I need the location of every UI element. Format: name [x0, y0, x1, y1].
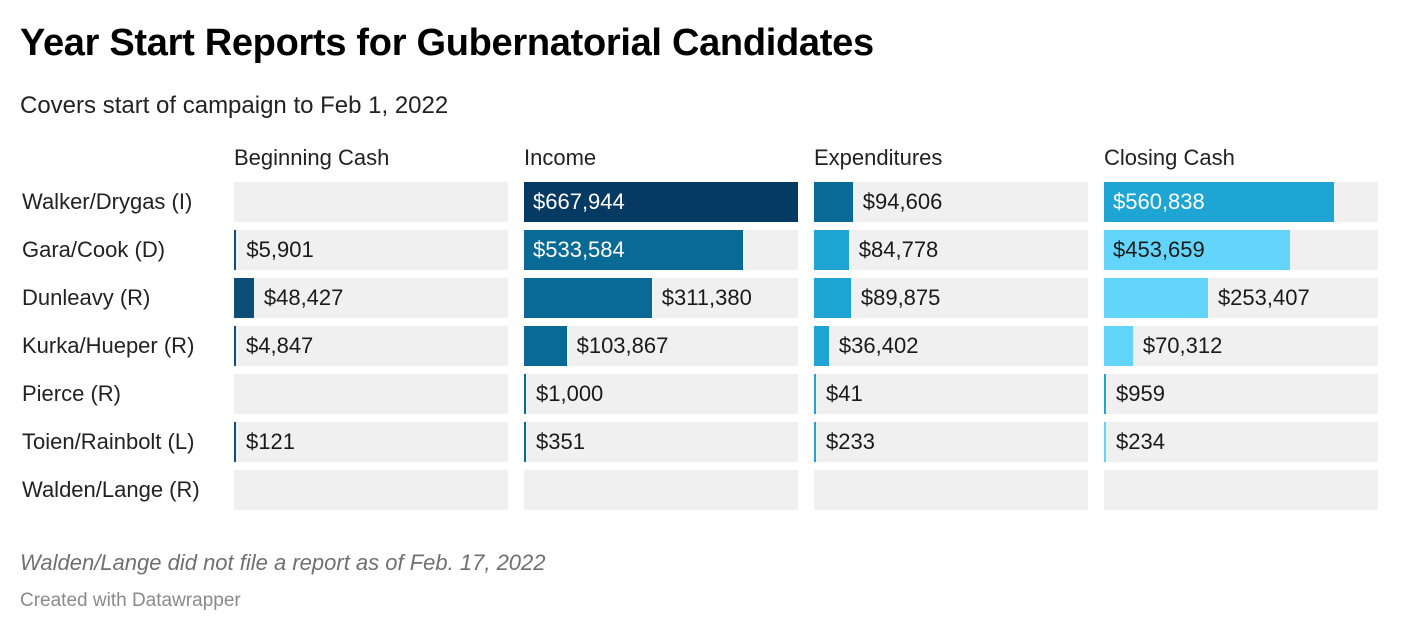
- value-label: $253,407: [1217, 285, 1310, 310]
- bar-cell: $1,000: [524, 374, 798, 414]
- value-label: $5,901: [246, 237, 314, 262]
- value-label: $233: [826, 429, 875, 454]
- value-label: $41: [826, 381, 863, 406]
- value-label: $234: [1116, 429, 1165, 454]
- column-header: Expenditures: [814, 145, 943, 170]
- value-label: $94,606: [862, 189, 943, 214]
- bar: [814, 278, 851, 318]
- bar: [1104, 278, 1208, 318]
- bar: [1104, 230, 1291, 270]
- value-label: $351: [536, 429, 585, 454]
- value-label: $1,000: [536, 381, 604, 406]
- row-label: Gara/Cook (D): [22, 237, 166, 262]
- bar-cell: $48,427: [234, 278, 508, 318]
- bar-cell: $351: [524, 422, 798, 462]
- bar: [524, 278, 652, 318]
- bar: [1104, 422, 1106, 462]
- bar-cell: $560,838: [1104, 182, 1378, 222]
- bar-cell: [524, 470, 798, 510]
- value-label: $84,778: [858, 237, 939, 262]
- row-label: Walden/Lange (R): [22, 477, 200, 502]
- row-label: Dunleavy (R): [22, 285, 151, 310]
- value-label: $36,402: [838, 333, 919, 358]
- bar-cell: $103,867: [524, 326, 798, 366]
- bar-cell: $70,312: [1104, 326, 1378, 366]
- bar: [524, 230, 743, 270]
- value-label: $103,867: [576, 333, 669, 358]
- chart-subtitle: Covers start of campaign to Feb 1, 2022: [20, 92, 449, 119]
- bar: [234, 230, 237, 270]
- column-header: Beginning Cash: [234, 145, 390, 170]
- bar: [524, 374, 526, 414]
- value-label: $89,875: [860, 285, 941, 310]
- bar: [524, 182, 798, 222]
- value-label: $311,380: [661, 285, 752, 310]
- bar-cell: $667,944: [524, 182, 798, 222]
- column-header: Income: [524, 145, 597, 170]
- value-label: $560,838: [1113, 189, 1205, 214]
- bar-cell: [234, 374, 508, 414]
- bar-cell: $121: [234, 422, 508, 462]
- bar-cell: $533,584: [524, 230, 798, 270]
- chart-title: Year Start Reports for Gubernatorial Can…: [20, 22, 874, 64]
- bar-cell: $311,380: [524, 278, 798, 318]
- bar-cell: $84,778: [814, 230, 1088, 270]
- bar: [814, 230, 849, 270]
- row-label: Toien/Rainbolt (L): [22, 429, 195, 454]
- bar-cell: $4,847: [234, 326, 508, 366]
- bar-cell: $233: [814, 422, 1088, 462]
- bar: [1104, 374, 1106, 414]
- value-label: $48,427: [263, 285, 344, 310]
- column-header: Closing Cash: [1104, 145, 1235, 170]
- value-label: $453,659: [1113, 237, 1205, 262]
- bar-cell: [814, 470, 1088, 510]
- bar-cell: [1104, 470, 1378, 510]
- bar: [814, 422, 816, 462]
- bar-cell: $5,901: [234, 230, 508, 270]
- value-label: $959: [1116, 381, 1165, 406]
- bar-cell: $234: [1104, 422, 1378, 462]
- bar: [234, 278, 254, 318]
- value-label: $667,944: [533, 189, 625, 214]
- value-label: $70,312: [1142, 333, 1223, 358]
- bar-cell: $253,407: [1104, 278, 1378, 318]
- row-label: Pierce (R): [22, 381, 122, 406]
- row-label: Kurka/Hueper (R): [22, 333, 195, 358]
- value-label: $533,584: [533, 237, 625, 262]
- bar-cell: $959: [1104, 374, 1378, 414]
- bar-cell: [234, 182, 508, 222]
- bar-cell: $36,402: [814, 326, 1088, 366]
- value-label: $121: [246, 429, 295, 454]
- footnote: Walden/Lange did not file a report as of…: [20, 550, 546, 575]
- bar: [814, 182, 853, 222]
- bar: [814, 374, 816, 414]
- bar-cell: $41: [814, 374, 1088, 414]
- bar: [234, 422, 236, 462]
- row-label: Walker/Drygas (I): [22, 189, 193, 214]
- bar-cell: [234, 470, 508, 510]
- bar: [524, 422, 526, 462]
- bar-cell: $453,659: [1104, 230, 1378, 270]
- bar-cell: $94,606: [814, 182, 1088, 222]
- bar: [234, 326, 236, 366]
- value-label: $4,847: [246, 333, 314, 358]
- bar-cell: $89,875: [814, 278, 1088, 318]
- bar: [1104, 182, 1335, 222]
- bar: [524, 326, 567, 366]
- bar: [814, 326, 829, 366]
- credit-text: Created with Datawrapper: [20, 590, 241, 611]
- bar: [1104, 326, 1133, 366]
